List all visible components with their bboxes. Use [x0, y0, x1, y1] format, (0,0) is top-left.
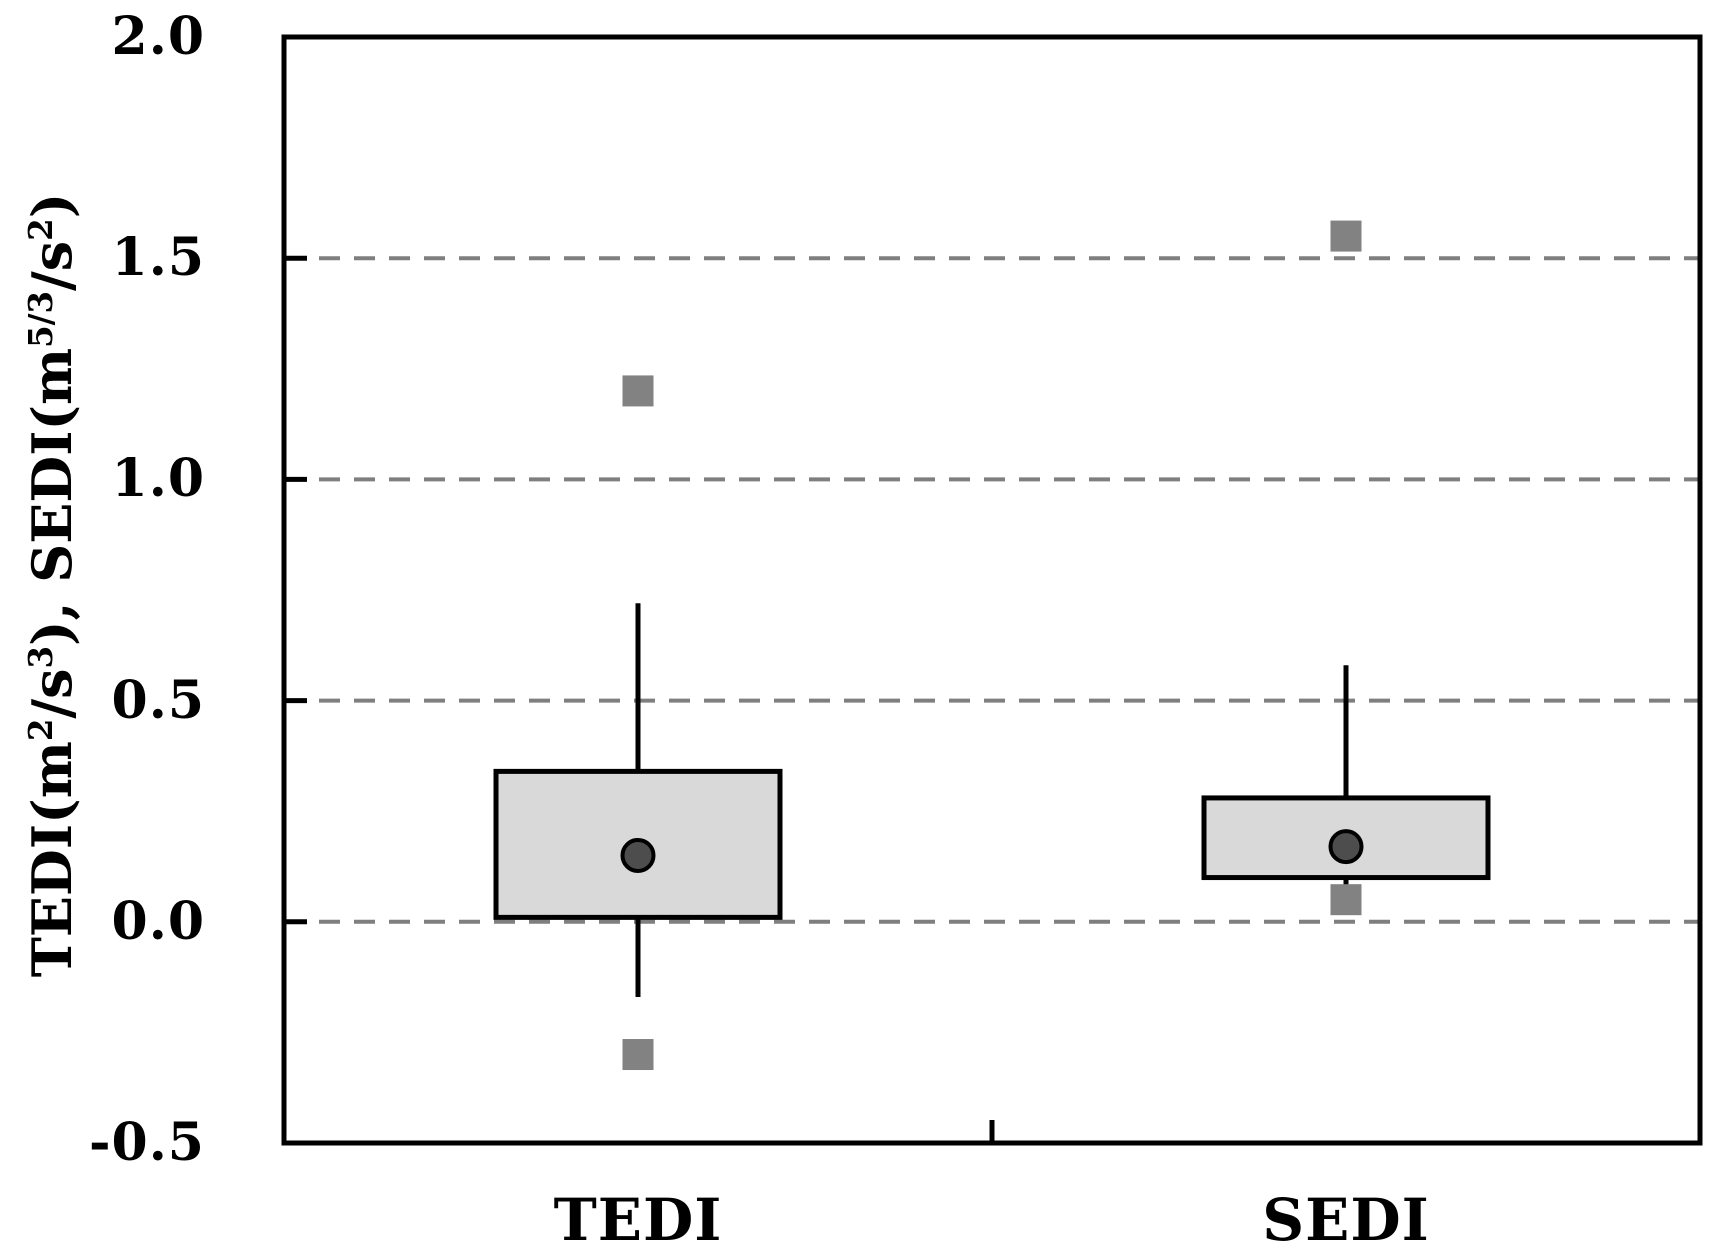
- y-tick-label-1.0: 1.0: [111, 448, 205, 510]
- y-tick-label-2.0: 2.0: [111, 6, 205, 67]
- y-tick-label-1.5: 1.5: [111, 227, 205, 289]
- y-tick-label-0.0: 0.0: [111, 890, 205, 952]
- box-sedi: [1201, 795, 1491, 881]
- mean-marker-tedi: [620, 837, 656, 873]
- y-tick-label--0.5: -0.5: [88, 1112, 205, 1173]
- outlier-marker-tedi: [622, 1039, 654, 1071]
- outlier-marker-tedi: [622, 375, 654, 407]
- mean-marker-sedi: [1328, 829, 1364, 865]
- x-category-label-sedi: SEDI: [1262, 1186, 1430, 1254]
- plot-border: [281, 34, 1703, 1146]
- y-tick-label-0.5: 0.5: [111, 669, 205, 731]
- outlier-marker-sedi: [1330, 884, 1362, 916]
- outlier-marker-sedi: [1330, 220, 1362, 252]
- x-category-label-tedi: TEDI: [553, 1186, 723, 1254]
- y-axis-title: TEDI(m2/s3), SEDI(m5/3/s2): [20, 192, 84, 978]
